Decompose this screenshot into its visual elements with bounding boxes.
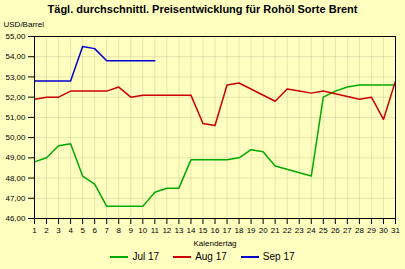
svg-text:18: 18 [235, 226, 244, 235]
svg-text:16: 16 [211, 226, 220, 235]
svg-text:29: 29 [367, 226, 376, 235]
svg-text:8: 8 [117, 226, 122, 235]
svg-text:6: 6 [92, 226, 97, 235]
svg-text:20: 20 [259, 226, 268, 235]
svg-text:27: 27 [343, 226, 352, 235]
svg-text:3: 3 [56, 226, 61, 235]
svg-text:24: 24 [307, 226, 316, 235]
svg-text:14: 14 [186, 226, 195, 235]
svg-text:Kalendertag: Kalendertag [193, 239, 236, 248]
svg-text:USD/Barrel: USD/Barrel [4, 20, 45, 29]
svg-text:25: 25 [319, 226, 328, 235]
svg-text:11: 11 [151, 226, 160, 235]
svg-text:31: 31 [391, 226, 400, 235]
svg-text:22: 22 [283, 226, 292, 235]
svg-text:10: 10 [138, 226, 147, 235]
svg-text:2: 2 [44, 226, 49, 235]
svg-text:30: 30 [379, 226, 388, 235]
svg-text:19: 19 [247, 226, 256, 235]
svg-text:48,00: 48,00 [5, 174, 26, 183]
svg-text:50,00: 50,00 [5, 133, 26, 142]
svg-text:53,00: 53,00 [5, 73, 26, 82]
svg-text:7: 7 [104, 226, 109, 235]
svg-text:51,00: 51,00 [5, 113, 26, 122]
svg-text:26: 26 [331, 226, 340, 235]
svg-text:1: 1 [32, 226, 37, 235]
svg-text:12: 12 [162, 226, 171, 235]
svg-text:54,00: 54,00 [5, 52, 26, 61]
svg-text:4: 4 [68, 226, 73, 235]
svg-text:9: 9 [129, 226, 134, 235]
html-text:Aug 17: Aug 17 [195, 250, 227, 262]
svg-text:15: 15 [199, 226, 208, 235]
html-text:Jul 17: Jul 17 [132, 250, 160, 262]
svg-text:23: 23 [295, 226, 304, 235]
svg-text:55,00: 55,00 [5, 32, 26, 41]
html-text:Sep 17: Sep 17 [262, 250, 295, 262]
svg-text:5: 5 [80, 226, 85, 235]
svg-text:47,00: 47,00 [5, 194, 26, 203]
svg-text:21: 21 [271, 226, 280, 235]
html-text:Tägl. durchschnittl. Preisentw: Tägl. durchschnittl. Preisentwicklung fü… [47, 3, 358, 15]
svg-text:17: 17 [223, 226, 232, 235]
svg-text:49,00: 49,00 [5, 153, 26, 162]
svg-text:28: 28 [355, 226, 364, 235]
svg-text:52,00: 52,00 [5, 93, 26, 102]
svg-text:13: 13 [174, 226, 183, 235]
svg-text:46,00: 46,00 [5, 214, 26, 223]
